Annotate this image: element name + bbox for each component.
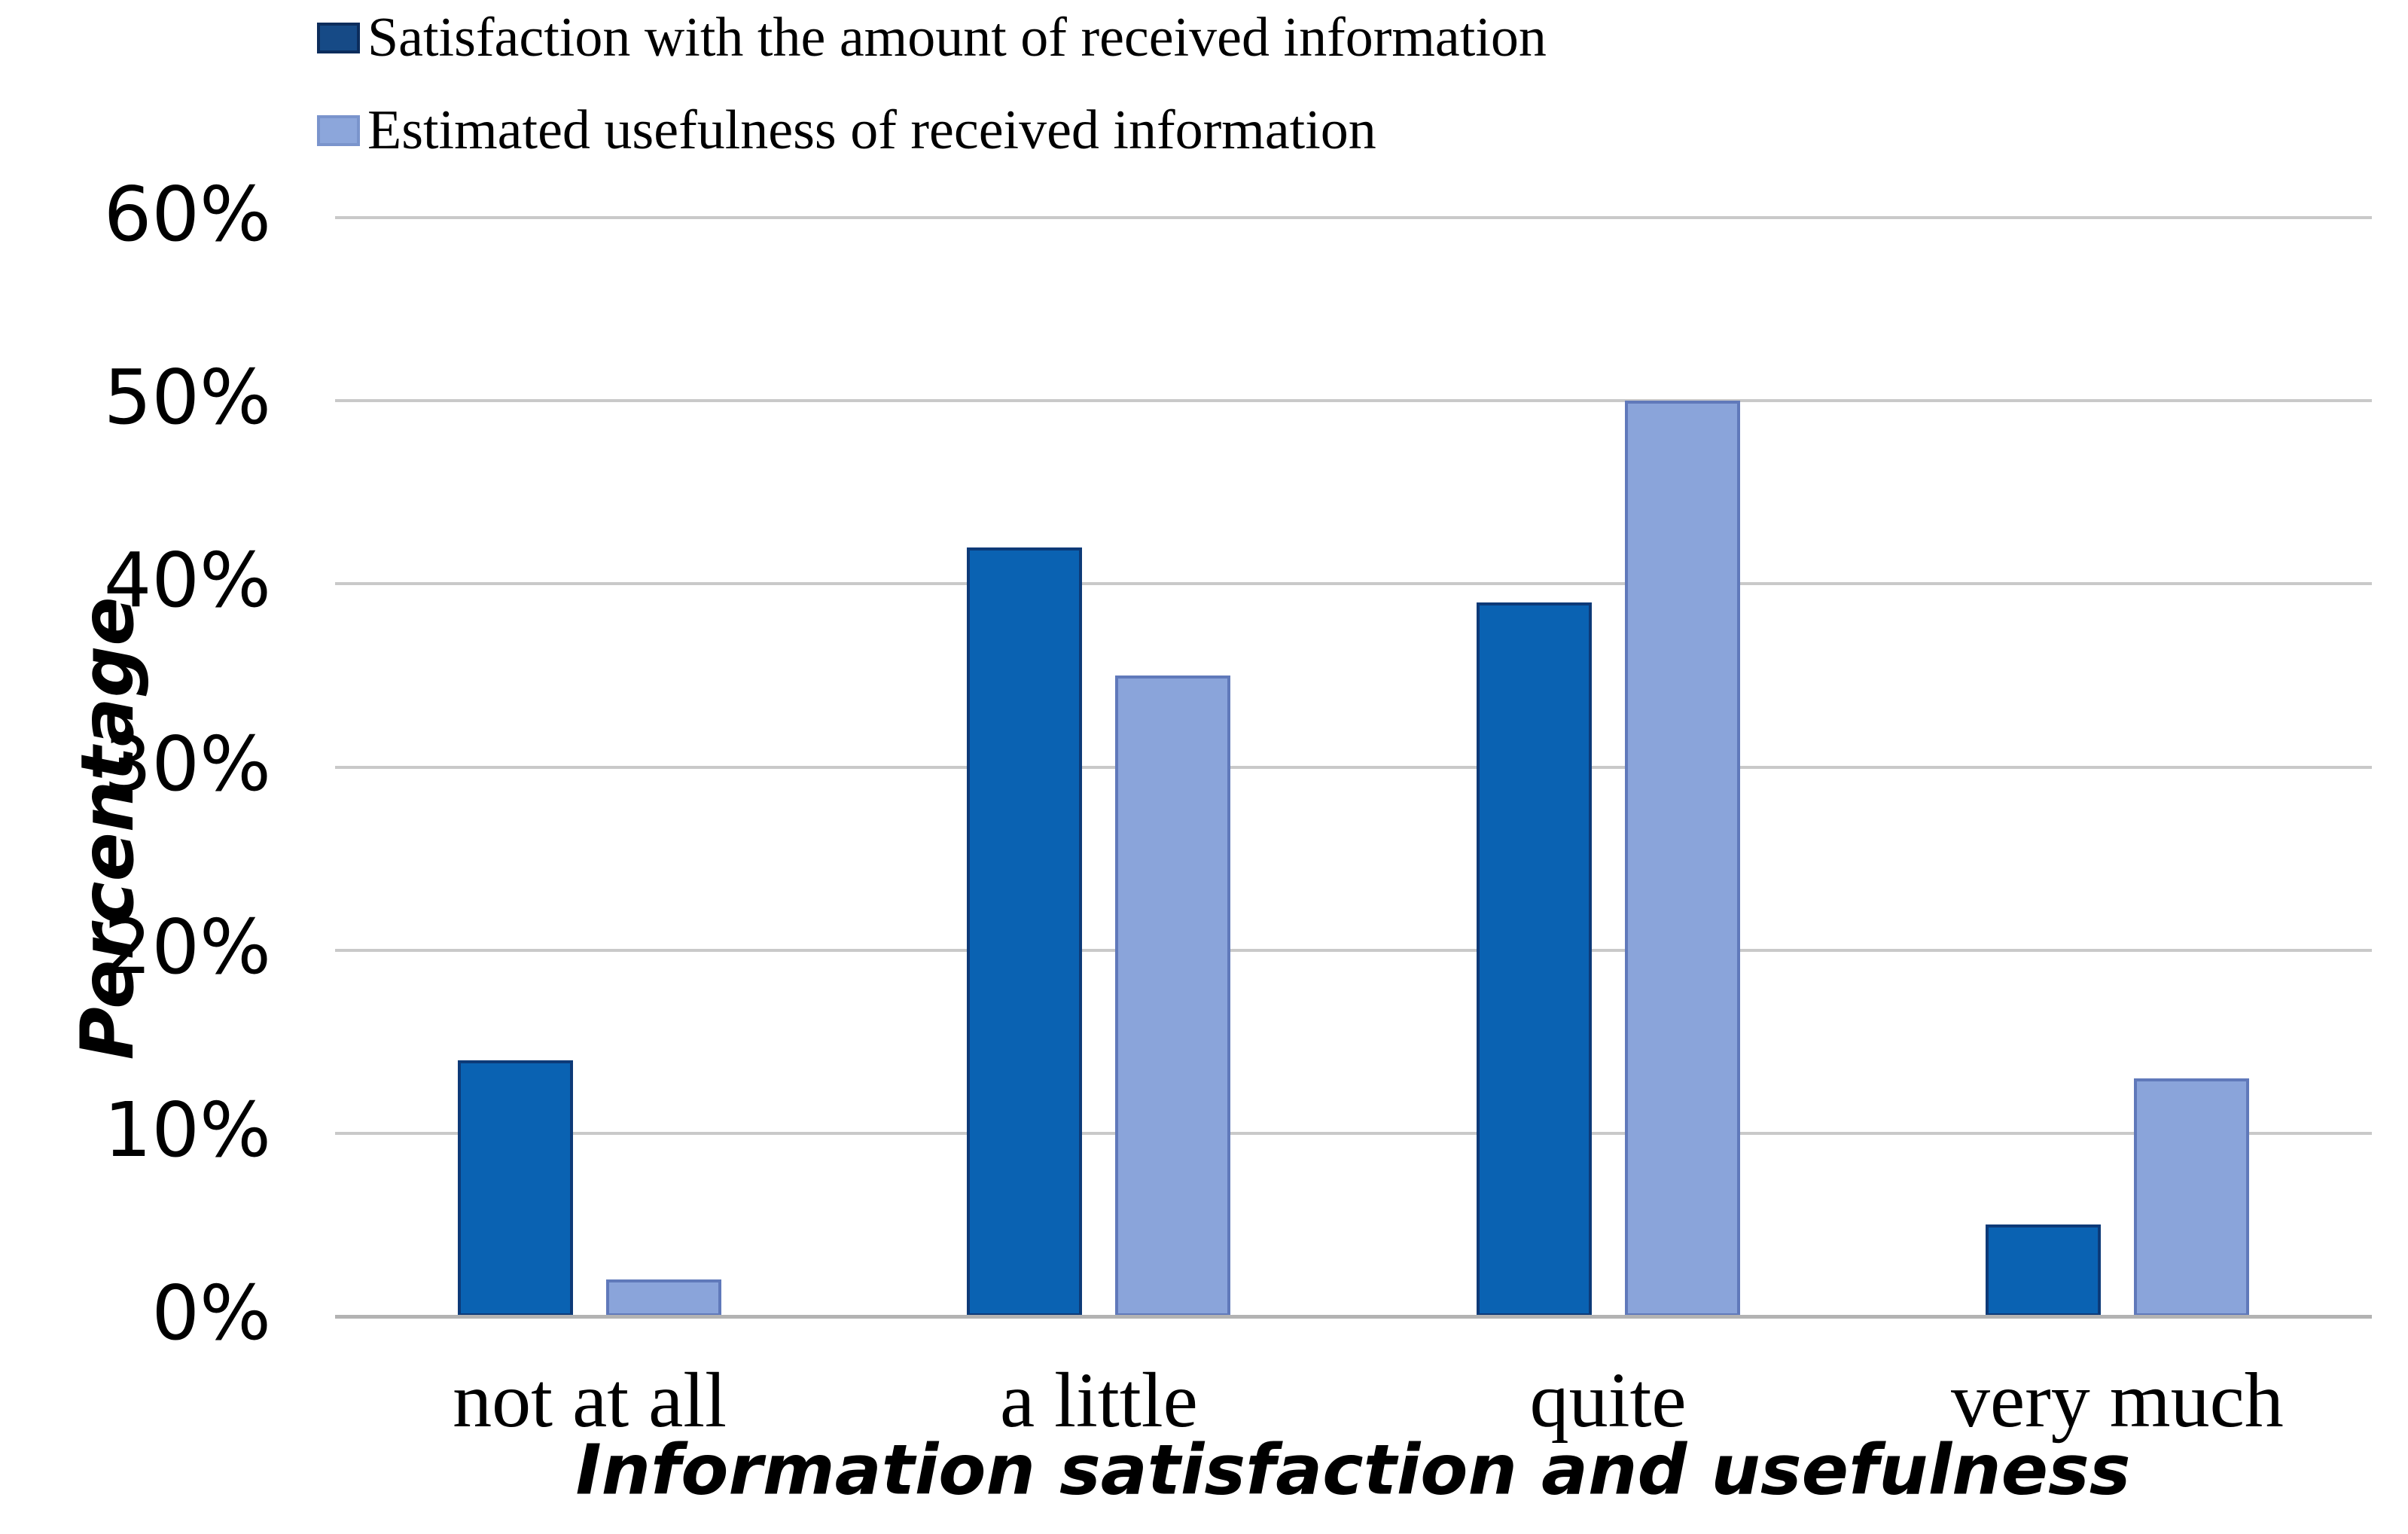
gridline-20 — [335, 948, 2372, 952]
y-tick-label-20: 20% — [103, 902, 271, 991]
legend-label-usefulness: Estimated usefulness of received informa… — [367, 99, 1376, 161]
x-axis-baseline — [335, 1315, 2372, 1319]
y-tick-label-60: 60% — [103, 170, 271, 258]
gridline-30 — [335, 765, 2372, 769]
bar-series1-very-much — [1986, 1224, 2101, 1316]
plot-area — [335, 216, 2372, 1319]
x-category-label-not-at-all: not at all — [453, 1357, 727, 1444]
gridline-60 — [335, 216, 2372, 219]
bar-series2-very-much — [2134, 1078, 2249, 1316]
legend-label-satisfaction: Satisfaction with the amount of received… — [367, 7, 1547, 69]
bar-series1-quite — [1477, 602, 1592, 1316]
bar-series2-quite — [1625, 401, 1740, 1316]
x-axis-title: Information satisfaction and usefulness — [575, 1429, 2131, 1511]
bar-series1-not-at-all — [458, 1060, 573, 1316]
gridline-40 — [335, 582, 2372, 586]
y-tick-label-40: 40% — [103, 536, 271, 625]
y-tick-label-0: 0% — [151, 1269, 271, 1357]
y-tick-label-50: 50% — [103, 353, 271, 442]
legend-item-satisfaction: Satisfaction with the amount of received… — [317, 10, 1547, 66]
y-tick-label-10: 10% — [103, 1085, 271, 1174]
gridline-10 — [335, 1131, 2372, 1135]
x-category-label-very-much: very much — [1950, 1357, 2284, 1444]
y-tick-label-30: 30% — [103, 719, 271, 808]
bar-series2-not-at-all — [606, 1279, 721, 1316]
gridline-50 — [335, 399, 2372, 403]
x-category-label-a-little: a little — [999, 1357, 1198, 1444]
legend-swatch-usefulness-icon — [317, 114, 360, 146]
bar-series1-a-little — [967, 547, 1082, 1316]
legend-item-usefulness: Estimated usefulness of received informa… — [317, 102, 1376, 158]
legend-swatch-satisfaction-icon — [317, 22, 360, 53]
x-category-label-quite: quite — [1529, 1357, 1687, 1444]
bar-series2-a-little — [1115, 676, 1230, 1316]
